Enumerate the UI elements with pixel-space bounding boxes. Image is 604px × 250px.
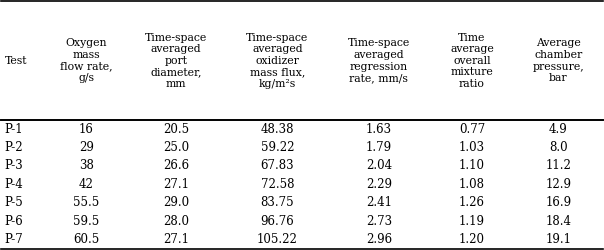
Text: 1.08: 1.08 bbox=[459, 178, 485, 191]
Text: 59.5: 59.5 bbox=[73, 214, 100, 228]
Text: 38: 38 bbox=[79, 160, 94, 172]
Text: 27.1: 27.1 bbox=[163, 178, 189, 191]
Text: Time
average
overall
mixture
ratio: Time average overall mixture ratio bbox=[450, 32, 494, 89]
Text: Average
chamber
pressure,
bar: Average chamber pressure, bar bbox=[533, 38, 585, 83]
Text: P-2: P-2 bbox=[4, 141, 23, 154]
Text: 2.04: 2.04 bbox=[366, 160, 392, 172]
Text: 42: 42 bbox=[79, 178, 94, 191]
Text: Time-space
averaged
port
diameter,
mm: Time-space averaged port diameter, mm bbox=[145, 32, 207, 89]
Text: 0.77: 0.77 bbox=[459, 123, 485, 136]
Text: Time-space
averaged
oxidizer
mass flux,
kg/m²s: Time-space averaged oxidizer mass flux, … bbox=[246, 32, 309, 89]
Text: P-4: P-4 bbox=[4, 178, 23, 191]
Text: 1.63: 1.63 bbox=[366, 123, 392, 136]
Text: 27.1: 27.1 bbox=[163, 233, 189, 246]
Text: 4.9: 4.9 bbox=[549, 123, 568, 136]
Text: 16: 16 bbox=[79, 123, 94, 136]
Text: 20.5: 20.5 bbox=[163, 123, 189, 136]
Text: 1.79: 1.79 bbox=[366, 141, 392, 154]
Text: Oxygen
mass
flow rate,
g/s: Oxygen mass flow rate, g/s bbox=[60, 38, 113, 83]
Text: 16.9: 16.9 bbox=[545, 196, 571, 209]
Text: 60.5: 60.5 bbox=[73, 233, 100, 246]
Text: 19.1: 19.1 bbox=[545, 233, 571, 246]
Text: 83.75: 83.75 bbox=[261, 196, 294, 209]
Text: 1.10: 1.10 bbox=[459, 160, 485, 172]
Text: 105.22: 105.22 bbox=[257, 233, 298, 246]
Text: 2.41: 2.41 bbox=[366, 196, 392, 209]
Text: 96.76: 96.76 bbox=[260, 214, 294, 228]
Text: 12.9: 12.9 bbox=[545, 178, 571, 191]
Text: 18.4: 18.4 bbox=[545, 214, 571, 228]
Text: Test: Test bbox=[4, 56, 27, 66]
Text: P-6: P-6 bbox=[4, 214, 23, 228]
Text: 2.96: 2.96 bbox=[366, 233, 392, 246]
Text: 67.83: 67.83 bbox=[261, 160, 294, 172]
Text: 2.29: 2.29 bbox=[366, 178, 392, 191]
Text: 72.58: 72.58 bbox=[261, 178, 294, 191]
Text: 1.20: 1.20 bbox=[459, 233, 485, 246]
Text: 8.0: 8.0 bbox=[549, 141, 568, 154]
Text: 26.6: 26.6 bbox=[163, 160, 189, 172]
Text: 2.73: 2.73 bbox=[366, 214, 392, 228]
Text: 1.03: 1.03 bbox=[459, 141, 485, 154]
Text: 1.19: 1.19 bbox=[459, 214, 485, 228]
Text: 59.22: 59.22 bbox=[261, 141, 294, 154]
Text: Time-space
averaged
regression
rate, mm/s: Time-space averaged regression rate, mm/… bbox=[348, 38, 410, 83]
Text: 25.0: 25.0 bbox=[163, 141, 189, 154]
Text: 55.5: 55.5 bbox=[73, 196, 100, 209]
Text: P-7: P-7 bbox=[4, 233, 23, 246]
Text: 29.0: 29.0 bbox=[163, 196, 189, 209]
Text: P-5: P-5 bbox=[4, 196, 23, 209]
Text: 28.0: 28.0 bbox=[163, 214, 189, 228]
Text: 48.38: 48.38 bbox=[261, 123, 294, 136]
Text: 29: 29 bbox=[79, 141, 94, 154]
Text: P-3: P-3 bbox=[4, 160, 23, 172]
Text: 1.26: 1.26 bbox=[459, 196, 485, 209]
Text: P-1: P-1 bbox=[4, 123, 23, 136]
Text: 11.2: 11.2 bbox=[545, 160, 571, 172]
